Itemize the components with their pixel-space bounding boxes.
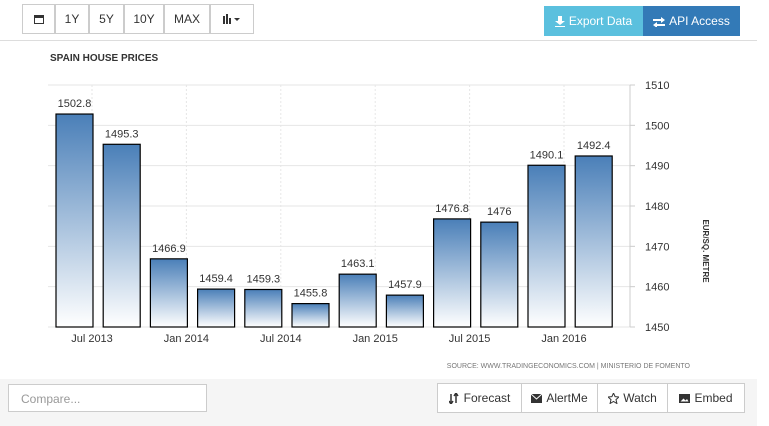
chart: SPAIN HOUSE PRICES EUR/SQ. METRE SOURCE:… — [48, 53, 710, 370]
value-label: 1463.1 — [341, 258, 375, 270]
x-tick-label: Jan 2015 — [353, 333, 398, 345]
range-button[interactable]: 10Y — [124, 4, 164, 34]
value-label: 1476 — [487, 206, 511, 218]
x-tick-label: Jul 2015 — [449, 333, 491, 345]
footer-button[interactable]: AlertMe — [521, 383, 598, 413]
bar — [291, 303, 330, 328]
footer-button[interactable]: Watch — [597, 383, 668, 413]
source: SOURCE: WWW.TRADINGECONOMICS.COM | MINIS… — [447, 363, 691, 370]
y-tick-label: 1500 — [645, 120, 669, 132]
compare-input[interactable]: Compare... — [8, 384, 207, 412]
value-label: 1459.4 — [199, 273, 233, 285]
value-label: 1455.8 — [294, 288, 328, 300]
y-tick-label: 1450 — [645, 322, 669, 334]
bar — [55, 113, 94, 328]
y-tick-label: 1470 — [645, 241, 669, 253]
x-tick-label: Jan 2014 — [164, 333, 209, 345]
value-label: 1490.1 — [530, 149, 564, 161]
range-button[interactable]: 1Y — [55, 4, 89, 34]
value-label: 1495.3 — [105, 128, 139, 140]
footer-button-label: Forecast — [463, 391, 511, 405]
bar — [385, 294, 424, 328]
footer: Compare... Forecast AlertMe Watch Embed — [0, 379, 757, 426]
bar — [244, 288, 283, 328]
bar — [102, 143, 141, 328]
chart-type-button[interactable] — [210, 4, 254, 34]
value-label: 1466.9 — [152, 243, 186, 255]
value-label: 1476.8 — [435, 203, 469, 215]
bar — [149, 258, 188, 328]
bar — [197, 288, 236, 328]
x-tick-label: Jan 2016 — [541, 333, 586, 345]
api-button[interactable]: API Access — [643, 6, 740, 36]
bar — [338, 273, 377, 328]
x-tick-label: Jul 2014 — [260, 333, 302, 345]
y-tick-label: 1490 — [645, 161, 669, 173]
footer-button-label: Embed — [694, 391, 733, 405]
value-label: 1457.9 — [388, 279, 422, 291]
bar — [527, 164, 566, 328]
y-tick-label: 1480 — [645, 201, 669, 213]
footer-button-label: Watch — [623, 391, 657, 405]
calendar-button[interactable] — [22, 4, 55, 34]
export-button[interactable]: Export Data — [544, 6, 643, 36]
value-label: 1459.3 — [246, 273, 280, 285]
value-label: 1502.8 — [58, 98, 92, 110]
range-button[interactable]: 5Y — [89, 4, 124, 34]
api-label: API Access — [669, 14, 730, 28]
footer-button[interactable]: Embed — [667, 383, 745, 413]
y-tick-label: 1510 — [645, 80, 669, 92]
footer-button[interactable]: Forecast — [437, 383, 522, 413]
value-label: 1492.4 — [577, 140, 611, 152]
chart-title: SPAIN HOUSE PRICES — [50, 53, 158, 64]
y-tick-label: 1460 — [645, 282, 669, 294]
chart-panel: SPAIN HOUSE PRICES EUR/SQ. METRE SOURCE:… — [0, 40, 757, 380]
bar — [574, 155, 613, 328]
bar — [480, 221, 519, 328]
x-tick-label: Jul 2013 — [71, 333, 113, 345]
export-label: Export Data — [568, 14, 633, 28]
range-button[interactable]: MAX — [164, 4, 210, 34]
y-axis-label: EUR/SQ. METRE — [701, 219, 710, 283]
bar — [433, 218, 472, 328]
footer-button-label: AlertMe — [546, 391, 588, 405]
